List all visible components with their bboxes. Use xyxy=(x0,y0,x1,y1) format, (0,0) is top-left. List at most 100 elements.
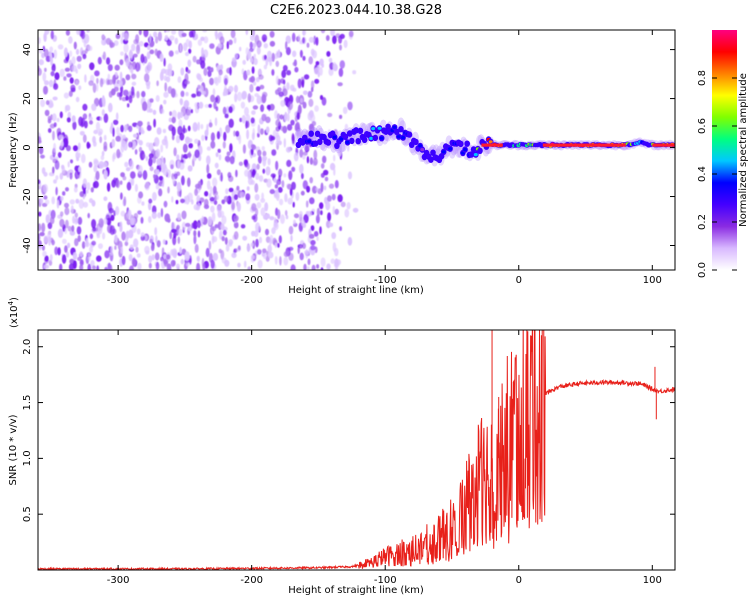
noise-speckle xyxy=(43,264,50,269)
noise-speckle xyxy=(348,30,354,38)
noise-speckle xyxy=(42,250,47,257)
colorbar-tick-label: 0.6 xyxy=(697,118,708,134)
noise-speckle xyxy=(310,48,315,56)
noise-speckle xyxy=(133,213,139,220)
noise-speckle xyxy=(310,225,315,232)
noise-speckle xyxy=(309,110,314,118)
noise-speckle xyxy=(234,92,238,103)
noise-speckle xyxy=(157,212,162,219)
noise-speckle xyxy=(225,124,231,134)
noise-speckle xyxy=(269,40,276,47)
noise-speckle xyxy=(296,112,300,120)
signal-peak xyxy=(441,150,446,154)
noise-speckle xyxy=(256,163,260,170)
noise-speckle xyxy=(303,263,307,270)
noise-speckle xyxy=(274,184,279,189)
signal-peak xyxy=(296,143,301,147)
noise-speckle xyxy=(88,45,93,51)
noise-speckle xyxy=(41,222,46,233)
noise-speckle xyxy=(62,238,67,244)
noise-speckle xyxy=(266,57,272,62)
noise-speckle xyxy=(147,62,153,72)
noise-speckle xyxy=(203,36,209,44)
noise-speckle xyxy=(240,191,245,199)
noise-speckle xyxy=(47,231,52,242)
noise-speckle xyxy=(89,233,94,240)
noise-speckle xyxy=(187,125,191,132)
noise-speckle xyxy=(119,71,123,81)
noise-speckle xyxy=(249,41,253,49)
noise-speckle xyxy=(239,46,242,52)
noise-speckle xyxy=(261,192,264,200)
noise-speckle xyxy=(108,207,114,214)
noise-speckle xyxy=(304,143,309,153)
noise-speckle xyxy=(339,33,345,40)
noise-speckle xyxy=(247,266,251,270)
x-tick-label: -100 xyxy=(374,275,397,286)
noise-speckle xyxy=(103,113,109,123)
noise-speckle xyxy=(221,236,225,242)
noise-speckle xyxy=(269,216,275,221)
noise-speckle xyxy=(257,155,262,164)
noise-speckle xyxy=(238,161,243,166)
noise-speckle xyxy=(285,41,288,50)
noise-speckle xyxy=(59,142,63,150)
noise-speckle xyxy=(324,176,329,182)
noise-speckle xyxy=(244,106,249,116)
signal-peak xyxy=(345,140,350,144)
noise-speckle xyxy=(332,205,336,215)
noise-speckle xyxy=(290,234,293,242)
noise-speckle xyxy=(215,152,219,158)
noise-speckle xyxy=(191,93,197,98)
noise-speckle xyxy=(308,56,314,65)
noise-speckle xyxy=(51,239,55,246)
noise-speckle xyxy=(113,210,116,217)
noise-speckle xyxy=(93,129,99,135)
noise-speckle xyxy=(246,69,251,76)
noise-speckle xyxy=(158,188,163,197)
noise-speckle xyxy=(249,83,254,93)
noise-speckle xyxy=(115,179,120,189)
noise-speckle xyxy=(73,41,77,50)
noise-speckle xyxy=(115,135,121,142)
noise-speckle xyxy=(185,195,190,205)
noise-speckle xyxy=(43,171,48,177)
noise-speckle xyxy=(233,215,239,222)
noise-speckle xyxy=(44,80,49,86)
noise-speckle xyxy=(78,199,84,209)
noise-speckle xyxy=(260,104,265,112)
noise-speckle xyxy=(171,196,174,203)
noise-speckle xyxy=(123,32,129,41)
noise-speckle xyxy=(187,177,191,187)
noise-speckle xyxy=(233,130,236,137)
noise-speckle xyxy=(49,254,53,262)
noise-speckle xyxy=(148,216,152,223)
noise-speckle xyxy=(224,77,228,86)
noise-speckle xyxy=(228,118,234,128)
noise-speckle xyxy=(128,141,133,148)
noise-speckle xyxy=(75,96,80,103)
noise-speckle xyxy=(83,33,90,44)
noise-speckle xyxy=(185,136,190,145)
x-tick-label: -200 xyxy=(240,575,263,586)
noise-speckle xyxy=(194,138,199,144)
noise-speckle xyxy=(270,173,276,178)
noise-speckle xyxy=(80,117,86,128)
noise-speckle xyxy=(218,69,223,76)
noise-speckle xyxy=(244,169,249,177)
noise-speckle xyxy=(291,166,296,172)
noise-speckle xyxy=(196,73,201,80)
noise-speckle xyxy=(275,60,280,67)
noise-speckle xyxy=(126,103,130,108)
noise-speckle xyxy=(69,50,73,57)
signal-peak xyxy=(339,137,344,141)
noise-speckle xyxy=(177,212,182,221)
noise-speckle xyxy=(328,183,335,189)
noise-speckle xyxy=(113,86,119,92)
noise-speckle xyxy=(281,180,285,188)
noise-speckle xyxy=(194,33,198,40)
noise-speckle xyxy=(89,246,93,253)
noise-speckle xyxy=(334,180,339,189)
noise-speckle xyxy=(251,66,255,74)
noise-speckle xyxy=(63,92,69,99)
